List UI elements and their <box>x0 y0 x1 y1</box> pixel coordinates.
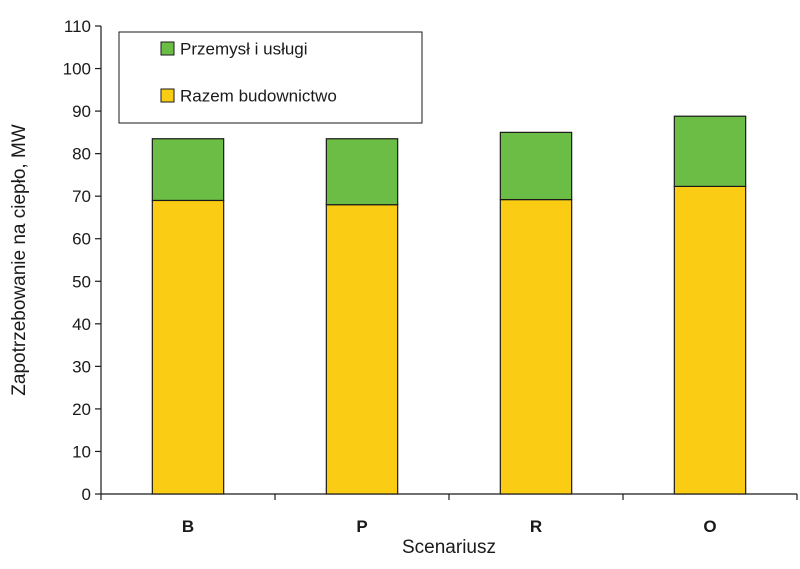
x-axis-title: Scenariusz <box>402 537 496 558</box>
bar-segment-o-budownictwo <box>673 185 747 495</box>
legend: Przemysł i usługi Razem budownictwo <box>118 31 423 124</box>
legend-swatch <box>160 88 175 103</box>
y-tick-label: 30 <box>72 357 91 376</box>
y-tick-label: 60 <box>72 230 91 249</box>
x-category-label: B <box>182 517 194 536</box>
y-tick-label: 40 <box>72 315 91 334</box>
legend-box <box>118 31 423 124</box>
y-axis-title: Zapotrzebowanie na ciepło, MW <box>9 124 30 395</box>
y-tick-label: 10 <box>72 442 91 461</box>
legend-label: Razem budownictwo <box>180 87 337 106</box>
legend-swatch <box>160 41 175 56</box>
bar-segment-r-budownictwo <box>499 198 573 495</box>
bar-segment-r-przemysl <box>499 131 573 201</box>
y-tick-label: 50 <box>72 272 91 291</box>
bar-segment-b-przemysl <box>151 138 225 202</box>
bar-segment-o-przemysl <box>673 115 747 187</box>
bar-segment-p-budownictwo <box>325 204 399 495</box>
bar-segment-b-budownictwo <box>151 199 225 495</box>
y-tick-label: 100 <box>63 60 91 79</box>
bars <box>151 115 747 495</box>
x-category-label: P <box>356 517 367 536</box>
y-ticks: 0 10 20 30 40 50 60 70 80 90 100 110 <box>63 17 101 504</box>
legend-label: Przemysł i usługi <box>180 40 308 59</box>
y-tick-label: 0 <box>82 485 91 504</box>
y-tick-label: 20 <box>72 400 91 419</box>
y-tick-label: 70 <box>72 187 91 206</box>
y-tick-label: 110 <box>64 17 91 36</box>
x-category-label: O <box>703 517 716 536</box>
x-ticks <box>100 494 798 500</box>
y-tick-label: 80 <box>72 145 91 164</box>
x-category-label: R <box>530 517 542 536</box>
y-tick-label: 90 <box>72 102 91 121</box>
bar-segment-p-przemysl <box>325 138 399 206</box>
